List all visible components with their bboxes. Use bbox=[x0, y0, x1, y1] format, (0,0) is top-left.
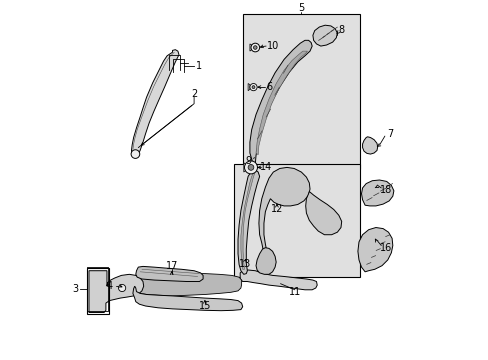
Polygon shape bbox=[312, 25, 337, 46]
Circle shape bbox=[249, 84, 257, 91]
Circle shape bbox=[247, 165, 253, 170]
Polygon shape bbox=[361, 180, 393, 206]
Circle shape bbox=[244, 161, 257, 174]
Polygon shape bbox=[249, 40, 311, 166]
Circle shape bbox=[251, 86, 254, 89]
Polygon shape bbox=[134, 274, 241, 296]
Polygon shape bbox=[362, 137, 377, 154]
Polygon shape bbox=[357, 228, 392, 272]
Polygon shape bbox=[133, 286, 242, 311]
Text: 18: 18 bbox=[379, 185, 391, 195]
Text: 9: 9 bbox=[245, 156, 251, 166]
Text: 17: 17 bbox=[165, 261, 178, 271]
Bar bbox=[87, 268, 109, 314]
Polygon shape bbox=[244, 163, 246, 172]
Polygon shape bbox=[136, 266, 203, 282]
Text: 3: 3 bbox=[72, 284, 78, 294]
Text: 13: 13 bbox=[239, 258, 251, 269]
Polygon shape bbox=[258, 167, 309, 250]
Text: 5: 5 bbox=[298, 3, 304, 13]
Polygon shape bbox=[131, 50, 179, 156]
Text: 1: 1 bbox=[196, 60, 202, 71]
Text: 14: 14 bbox=[260, 162, 272, 172]
Circle shape bbox=[118, 284, 125, 292]
Circle shape bbox=[250, 43, 259, 52]
Text: 12: 12 bbox=[270, 204, 283, 214]
Polygon shape bbox=[256, 248, 276, 274]
Circle shape bbox=[253, 46, 257, 49]
Polygon shape bbox=[256, 51, 307, 155]
Polygon shape bbox=[249, 44, 251, 51]
Text: 4: 4 bbox=[106, 281, 112, 291]
Bar bbox=[242, 14, 359, 169]
Text: 2: 2 bbox=[191, 89, 198, 99]
Text: 7: 7 bbox=[386, 129, 393, 139]
Text: 15: 15 bbox=[198, 301, 211, 311]
Bar bbox=[233, 164, 359, 277]
Text: 8: 8 bbox=[337, 24, 344, 35]
Polygon shape bbox=[241, 173, 254, 269]
Polygon shape bbox=[89, 271, 143, 312]
Polygon shape bbox=[305, 192, 341, 235]
Polygon shape bbox=[247, 84, 249, 91]
Text: 10: 10 bbox=[266, 41, 278, 51]
Text: 6: 6 bbox=[266, 82, 272, 92]
Circle shape bbox=[131, 150, 140, 158]
Text: 16: 16 bbox=[379, 243, 391, 253]
Polygon shape bbox=[238, 170, 259, 274]
Polygon shape bbox=[240, 270, 317, 290]
Text: 11: 11 bbox=[288, 287, 301, 297]
